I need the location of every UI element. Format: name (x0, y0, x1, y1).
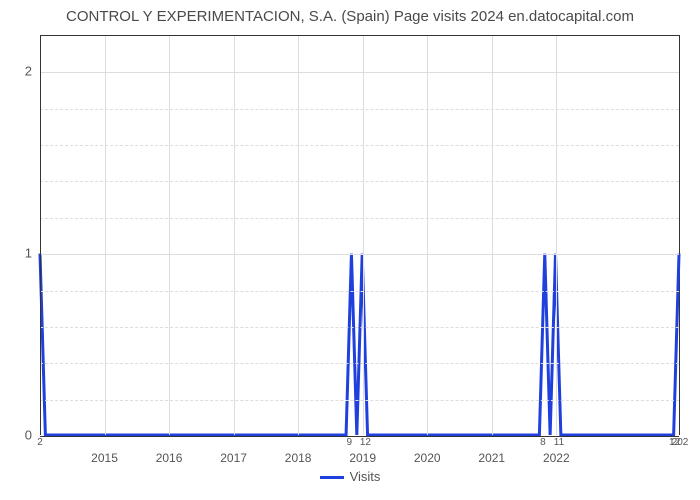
visits-line (40, 254, 679, 435)
y-tick-label: 0 (0, 428, 32, 443)
data-annotation: 9 (346, 437, 352, 448)
data-annotation: 11 (554, 437, 564, 448)
y-tick-label: 1 (0, 246, 32, 261)
gridline-v (169, 36, 170, 435)
gridline-h-minor (40, 327, 679, 328)
chart-container: CONTROL Y EXPERIMENTACION, S.A. (Spain) … (0, 0, 700, 500)
y-tick-label: 2 (0, 64, 32, 79)
x-year-label: 2016 (156, 451, 183, 465)
chart-title: CONTROL Y EXPERIMENTACION, S.A. (Spain) … (0, 8, 700, 25)
x-year-label: 2022 (543, 451, 570, 465)
data-annotation: 12 (669, 437, 680, 448)
data-annotation: 8 (540, 437, 546, 448)
legend-swatch (320, 476, 344, 479)
gridline-v (105, 36, 106, 435)
x-year-label: 2019 (349, 451, 376, 465)
gridline-v (298, 36, 299, 435)
gridline-h (40, 254, 679, 255)
x-year-label: 2015 (91, 451, 118, 465)
plot-area (40, 35, 680, 435)
data-annotation: 12 (360, 437, 371, 448)
gridline-v (234, 36, 235, 435)
axis-left (40, 36, 41, 435)
gridline-h (40, 72, 679, 73)
gridline-h-minor (40, 291, 679, 292)
gridline-v (492, 36, 493, 435)
gridline-h-minor (40, 400, 679, 401)
gridline-h-minor (40, 145, 679, 146)
x-year-label: 2020 (414, 451, 441, 465)
gridline-v (556, 36, 557, 435)
x-year-label: 2017 (220, 451, 247, 465)
gridline-h-minor (40, 363, 679, 364)
gridline-v (363, 36, 364, 435)
gridline-h-minor (40, 181, 679, 182)
line-series (40, 36, 679, 435)
x-year-label: 2018 (285, 451, 312, 465)
gridline-h-minor (40, 109, 679, 110)
x-year-label: 2021 (478, 451, 505, 465)
x-edge-label-left: 2 (37, 437, 43, 448)
gridline-h-minor (40, 218, 679, 219)
legend-label: Visits (350, 469, 381, 484)
gridline-v (427, 36, 428, 435)
legend: Visits (0, 469, 700, 484)
